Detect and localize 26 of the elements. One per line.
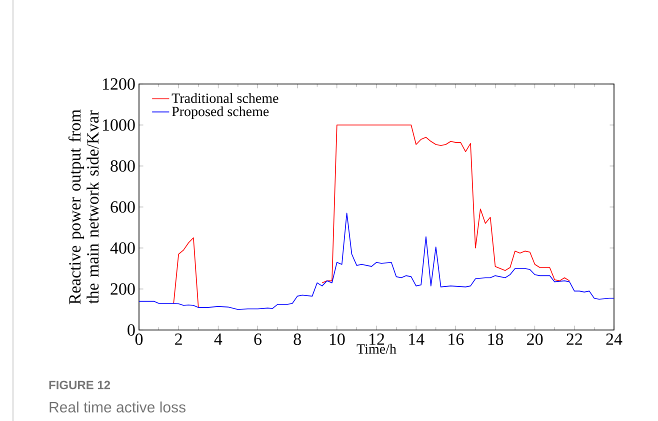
- x-tick-label: 16: [448, 334, 464, 345]
- x-axis-title: Time/h: [356, 344, 396, 354]
- x-tick-label: 22: [566, 334, 582, 345]
- x-tick-label: 0: [135, 334, 143, 346]
- x-tick-label: 18: [488, 334, 504, 346]
- y-tick-label: 1200: [102, 78, 135, 90]
- y-axis-title: Reactive power output from the main network side/Kvar: [68, 110, 99, 304]
- y-tick-label: 0: [128, 324, 135, 336]
- y-tick-label: 1000: [102, 119, 135, 131]
- x-tick-label: 20: [527, 334, 543, 346]
- text: Real time active loss: [50, 401, 186, 413]
- x-tick-label: 14: [409, 334, 424, 345]
- y-tick-label: 600: [110, 201, 135, 213]
- y-tick-label: 400: [110, 242, 135, 254]
- x-tick-label: 10: [330, 334, 345, 346]
- legend-label: Traditional scheme: [172, 93, 278, 103]
- y-tick-label: 200: [110, 283, 135, 295]
- x-tick-label: 2: [175, 334, 182, 345]
- x-tick-label: 4: [214, 334, 222, 345]
- text: FIGURE 12: [49, 380, 110, 390]
- legend-label: Proposed scheme: [172, 106, 269, 120]
- y-tick-label: 800: [110, 160, 135, 172]
- x-tick-label: 24: [606, 334, 622, 345]
- x-tick-label: 12: [369, 334, 384, 345]
- x-tick-label: 8: [294, 334, 301, 346]
- x-tick-label: 6: [254, 334, 262, 345]
